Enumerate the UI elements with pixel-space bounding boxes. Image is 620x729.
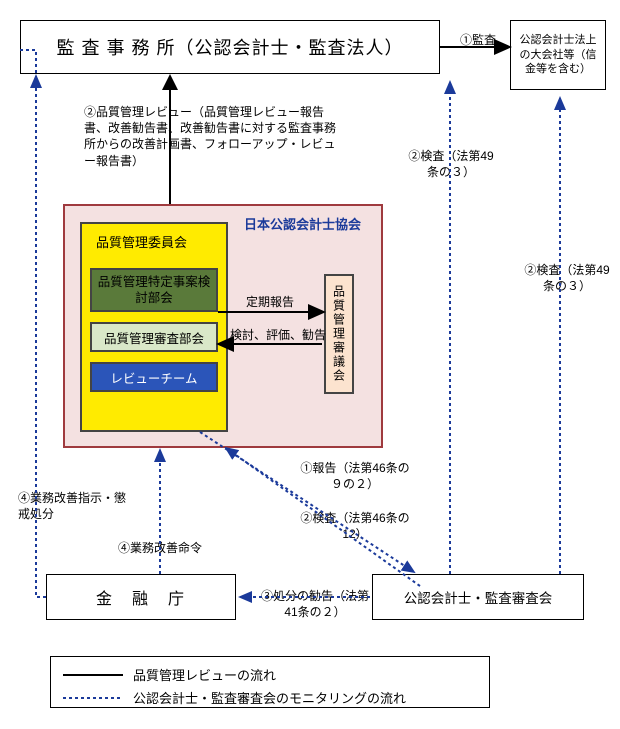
teiki-label: 定期報告	[246, 294, 294, 310]
jicpa-title: 日本公認会計士協会	[244, 216, 361, 234]
instruct4-label: ④業務改善指示・懲戒処分	[18, 490, 128, 522]
audit-firm-label: 監 査 事 務 所（公認会計士・監査法人）	[56, 34, 403, 60]
listed-companies-label: 公認会計士法上の大会社等（信金等を含む）	[515, 33, 601, 78]
kento-label: 検討、評価、勧告	[230, 327, 326, 343]
listed-companies-box: 公認会計士法上の大会社等（信金等を含む）	[510, 20, 606, 90]
inspect49b-label: ②検査（法第49条の３）	[522, 262, 612, 294]
shinsa-label: 品質管理審査部会	[104, 328, 204, 347]
legend-dotted-label: 公認会計士・監査審査会のモニタリングの流れ	[133, 688, 406, 707]
shobun-label: ③処分の勧告（法第41条の２）	[260, 588, 370, 620]
inspect46-12-label: ②検査（法第46条の12）	[300, 510, 410, 542]
fsa-box: 金 融 庁	[46, 574, 236, 620]
qcreview-label: ②品質管理レビュー（品質管理レビュー報告書、改善勧告書、改善勧告書に対する監査事…	[84, 104, 344, 169]
inspect49-label: ②検査（法第49条の３）	[406, 148, 496, 180]
tokutei-box: 品質管理特定事案検討部会	[90, 268, 218, 312]
review-team-label: レビューチーム	[110, 368, 197, 387]
report46-9-label: ①報告（法第46条の９の２）	[300, 460, 410, 492]
council-label: 品質管理審議会	[331, 285, 348, 383]
tokutei-label: 品質管理特定事案検討部会	[92, 274, 216, 307]
qc-committee-title: 品質管理委員会	[96, 234, 187, 252]
fsa-label: 金 融 庁	[96, 585, 186, 609]
audit-firm-box: 監 査 事 務 所（公認会計士・監査法人）	[20, 20, 440, 74]
cpaaob-box: 公認会計士・監査審査会	[372, 574, 584, 620]
review-team-box: レビューチーム	[90, 362, 218, 392]
kansa-label: ①監査	[460, 32, 496, 48]
legend-solid-label: 品質管理レビューの流れ	[133, 665, 276, 684]
order4-label: ④業務改善命令	[118, 540, 202, 556]
council-box: 品質管理審議会	[324, 274, 354, 394]
shinsa-box: 品質管理審査部会	[90, 322, 218, 352]
cpaaob-label: 公認会計士・監査審査会	[404, 587, 553, 607]
legend-box: 品質管理レビューの流れ 公認会計士・監査審査会のモニタリングの流れ	[50, 656, 490, 708]
